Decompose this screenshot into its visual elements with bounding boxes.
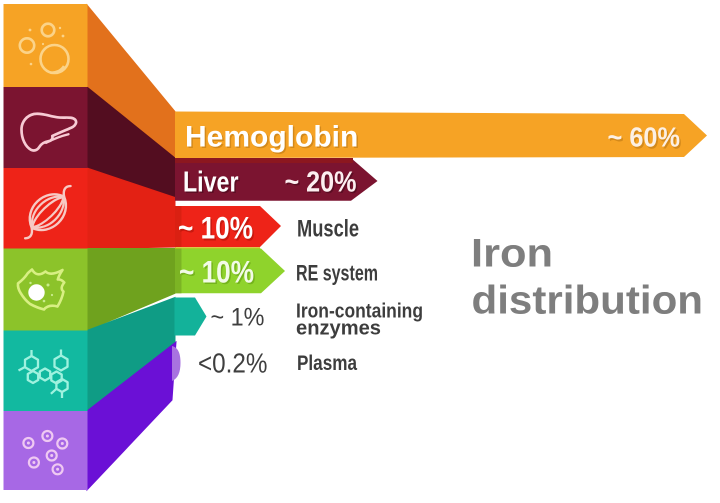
- svg-text:~ 1%: ~ 1%: [211, 304, 265, 332]
- svg-text:distribution: distribution: [472, 279, 704, 323]
- svg-text:Iron: Iron: [471, 232, 553, 276]
- svg-text:<0.2%: <0.2%: [198, 348, 268, 379]
- svg-text:Liver: Liver: [183, 167, 239, 199]
- svg-text:Muscle: Muscle: [297, 216, 359, 243]
- svg-text:~ 10%: ~ 10%: [179, 254, 254, 290]
- svg-text:~ 10%: ~ 10%: [180, 211, 255, 247]
- svg-text:Plasma: Plasma: [297, 351, 358, 375]
- svg-text:enzymes: enzymes: [296, 317, 381, 340]
- svg-text:Hemoglobin: Hemoglobin: [185, 120, 358, 153]
- svg-text:RE system: RE system: [296, 261, 378, 286]
- svg-text:~ 10%: ~ 10%: [178, 210, 253, 246]
- svg-text:Liver: Liver: [185, 168, 241, 200]
- svg-text:Iron-containing: Iron-containing: [296, 300, 423, 323]
- svg-text:~ 20%: ~ 20%: [285, 167, 357, 199]
- svg-text:~ 60%: ~ 60%: [608, 121, 681, 152]
- svg-text:~ 10%: ~ 10%: [181, 255, 256, 291]
- svg-text:~ 60%: ~ 60%: [609, 123, 682, 154]
- svg-text:~ 20%: ~ 20%: [286, 168, 358, 200]
- svg-text:Hemoglobin: Hemoglobin: [187, 122, 360, 155]
